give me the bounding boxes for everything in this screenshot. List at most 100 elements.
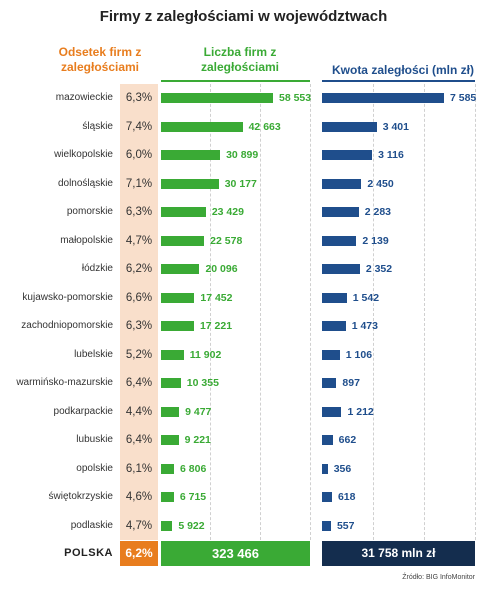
- amount-bar: [322, 435, 333, 445]
- table-row: łódzkie 6,2% 20 096 2 352: [0, 255, 487, 284]
- amount-label: 618: [337, 491, 356, 503]
- amount-bar: [322, 235, 357, 246]
- region-label: lubelskie: [74, 348, 113, 360]
- count-bar: [161, 463, 175, 474]
- amount-label: 557: [336, 519, 355, 532]
- amount-label: 1 473: [351, 320, 378, 332]
- percent-value: 6,4%: [125, 377, 153, 389]
- count-label: 9 221: [184, 434, 211, 446]
- amount-bar: [322, 463, 328, 474]
- count-bar: [161, 520, 173, 531]
- amount-label: 3 401: [382, 120, 409, 133]
- amount-label: 662: [338, 434, 357, 446]
- amount-label: 7 585: [450, 92, 477, 104]
- region-label: małopolskie: [60, 234, 113, 246]
- amount-bar: [322, 406, 342, 417]
- amount-bar: [322, 321, 346, 331]
- percent-value: 7,1%: [125, 177, 153, 190]
- table-row: mazowieckie 6,3% 58 553 7 585: [0, 84, 487, 113]
- table-row: śląskie 7,4% 42 663 3 401: [0, 113, 487, 142]
- percent-value: 6,2%: [125, 263, 153, 275]
- count-bar: [161, 207, 206, 217]
- count-bar: [161, 93, 273, 103]
- percent-value: 6,0%: [125, 149, 153, 161]
- amount-bar: [322, 349, 340, 360]
- count-label: 22 578: [210, 234, 243, 247]
- table-row: opolskie 6,1% 6 806 356: [0, 455, 487, 484]
- table-row: świętokrzyskie 4,6% 6 715 618: [0, 483, 487, 512]
- count-bar: [161, 235, 205, 246]
- percent-value: 7,4%: [125, 120, 153, 133]
- count-bar: [161, 121, 243, 132]
- count-label: 17 452: [200, 291, 233, 304]
- percent-value: 6,6%: [125, 291, 153, 304]
- count-label: 30 177: [224, 177, 257, 190]
- amount-label: 2 352: [365, 263, 393, 275]
- amount-bar: [322, 121, 377, 132]
- percent-value: 6,3%: [125, 206, 153, 218]
- amount-label: 2 139: [362, 234, 389, 247]
- amount-bar: [322, 178, 362, 189]
- table-row: wielkopolskie 6,0% 30 899 3 116: [0, 141, 487, 170]
- amount-bar: [322, 292, 347, 303]
- count-bar: [161, 178, 219, 189]
- column-header-count: Liczba firm z zaległościami: [200, 45, 280, 74]
- count-bar: [161, 349, 184, 360]
- table-row: kujawsko-pomorskie 6,6% 17 452 1 542: [0, 284, 487, 313]
- count-label: 42 663: [248, 120, 281, 133]
- amount-gridline: [424, 84, 425, 540]
- percent-value: 6,1%: [125, 462, 153, 475]
- count-label: 20 096: [205, 263, 238, 275]
- region-label: opolskie: [76, 462, 113, 474]
- percent-value: 4,4%: [125, 405, 153, 418]
- percent-column-background: [120, 84, 158, 540]
- region-label: zachodniopomorskie: [21, 320, 113, 331]
- count-label: 9 477: [185, 405, 212, 418]
- region-label: świętokrzyskie: [48, 491, 113, 502]
- table-row: zachodniopomorskie 6,3% 17 221 1 473: [0, 312, 487, 341]
- region-label: lubuskie: [76, 434, 113, 445]
- total-count: 323 466: [161, 541, 310, 566]
- total-percent: 6,2%: [120, 541, 158, 566]
- amount-label: 1 106: [345, 348, 373, 361]
- percent-value: 4,7%: [125, 234, 153, 247]
- table-row: podlaskie 4,7% 5 922 557: [0, 512, 487, 541]
- count-bar: [161, 292, 195, 303]
- column-header-percent: Odsetek firm z zaległościami: [58, 45, 142, 74]
- amount-label: 2 450: [367, 177, 394, 190]
- count-label: 23 429: [211, 206, 244, 218]
- amount-label: 356: [333, 462, 352, 475]
- count-bar: [161, 321, 194, 331]
- percent-value: 5,2%: [125, 348, 153, 361]
- amount-gridline: [373, 84, 374, 540]
- percent-value: 6,3%: [125, 320, 153, 332]
- amount-label: 3 116: [378, 149, 404, 161]
- count-gridline: [260, 84, 261, 540]
- count-gridline: [310, 84, 311, 540]
- amount-gridline: [475, 84, 476, 540]
- amount-label: 2 283: [364, 206, 391, 218]
- count-bar: [161, 492, 174, 502]
- amount-bar: [322, 93, 444, 103]
- region-label: warmińsko-mazurskie: [16, 377, 113, 388]
- count-gridline: [210, 84, 211, 540]
- percent-value: 4,6%: [125, 491, 153, 503]
- amount-bar: [322, 207, 359, 217]
- count-label: 6 806: [180, 462, 207, 475]
- count-header-rule: [161, 80, 310, 82]
- region-label: kujawsko-pomorskie: [22, 291, 113, 303]
- region-label: dolnośląskie: [57, 177, 113, 189]
- count-label: 5 922: [178, 519, 205, 532]
- percent-value: 6,4%: [125, 434, 153, 446]
- amount-header-rule: [322, 80, 475, 82]
- amount-label: 1 212: [347, 405, 374, 418]
- total-amount: 31 758 mln zł: [322, 541, 475, 566]
- region-label: łódzkie: [81, 263, 113, 274]
- table-row: podkarpackie 4,4% 9 477 1 212: [0, 398, 487, 427]
- table-row: warmińsko-mazurskie 6,4% 10 355 897: [0, 369, 487, 398]
- count-bar: [161, 150, 221, 160]
- percent-value: 6,3%: [125, 92, 153, 104]
- count-label: 58 553: [279, 92, 312, 104]
- amount-bar: [322, 264, 360, 274]
- table-row: lubelskie 5,2% 11 902 1 106: [0, 341, 487, 370]
